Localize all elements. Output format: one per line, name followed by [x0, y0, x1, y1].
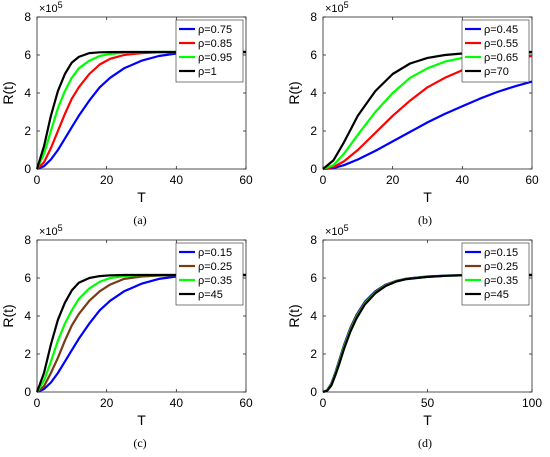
- legend-label-1: ρ=0.55: [484, 38, 518, 50]
- legend: ρ=0.45 ρ=0.55 ρ=0.65 ρ=70: [461, 19, 530, 83]
- y-tick-label: 6: [24, 271, 31, 285]
- y-multiplier: ×105: [325, 0, 349, 15]
- x-tick-label: 20: [100, 396, 114, 410]
- y-tick-label: 4: [310, 86, 317, 100]
- caption-c: (c): [133, 436, 146, 450]
- legend-label-3: ρ=45: [198, 289, 223, 301]
- legend-label-2: ρ=0.95: [198, 52, 232, 64]
- series-line-0: [322, 80, 533, 171]
- x-tick-label: 60: [239, 396, 253, 410]
- x-axis-label: T: [423, 412, 432, 428]
- y-tick-label: 0: [24, 162, 31, 176]
- legend: ρ=0.15 ρ=0.25 ρ=0.35 ρ=45: [175, 242, 244, 306]
- x-tick-label: 40: [456, 173, 470, 187]
- y-tick-label: 4: [310, 309, 317, 323]
- caption-b: (b): [418, 213, 432, 227]
- y-tick-label: 0: [310, 162, 317, 176]
- legend-label-2: ρ=0.65: [484, 52, 518, 64]
- legend-label-2: ρ=0.35: [198, 275, 232, 287]
- y-tick-label: 6: [310, 48, 317, 62]
- x-tick-label: 20: [100, 173, 114, 187]
- y-multiplier: ×105: [325, 223, 349, 238]
- legend-label-1: ρ=0.25: [484, 261, 518, 273]
- y-tick-label: 8: [310, 10, 317, 24]
- y-multiplier: ×105: [39, 0, 63, 15]
- y-tick-label: 2: [24, 347, 31, 361]
- x-tick-label: 100: [522, 396, 542, 410]
- y-tick-label: 4: [24, 86, 31, 100]
- y-tick-label: 2: [310, 347, 317, 361]
- legend: ρ=0.75 ρ=0.85 ρ=0.95 ρ=1: [175, 19, 244, 83]
- legend-label-0: ρ=0.15: [198, 247, 232, 259]
- x-axis-label: T: [423, 189, 432, 205]
- x-axis-label: T: [137, 412, 146, 428]
- panel-c: 0 20 40 6002468×105TR(t)ρ=0.15ρ=0.25ρ=0.35ρ…: [0, 223, 253, 428]
- y-tick-label: 8: [24, 233, 31, 247]
- x-tick-label: 60: [239, 173, 253, 187]
- y-multiplier: ×105: [39, 223, 63, 238]
- y-tick-label: 8: [24, 10, 31, 24]
- caption-d: (d): [418, 436, 432, 450]
- x-tick-label: 60: [525, 173, 539, 187]
- legend-label-0: ρ=0.45: [484, 24, 518, 36]
- y-axis-label: R(t): [286, 304, 302, 327]
- legend-label-1: ρ=0.25: [198, 261, 232, 273]
- y-tick-label: 8: [310, 233, 317, 247]
- y-tick-label: 0: [24, 385, 31, 399]
- y-tick-label: 6: [24, 48, 31, 62]
- panel-a: 0 20 40 6002468×105TR(t)ρ=0.75ρ=0.85ρ=0.95ρ…: [0, 0, 253, 205]
- legend-label-0: ρ=0.15: [484, 247, 518, 259]
- legend-label-3: ρ=1: [198, 66, 217, 78]
- panel-b: 0 20 40 6002468×105TR(t)ρ=0.45ρ=0.55ρ=0.65ρ…: [286, 0, 539, 205]
- panel-d: 0 50 10002468×105TR(t)ρ=0.15ρ=0.25ρ=0.35ρ=…: [286, 223, 542, 428]
- y-tick-label: 4: [24, 309, 31, 323]
- x-tick-label: 20: [386, 173, 400, 187]
- x-axis-label: T: [137, 189, 146, 205]
- y-axis-label: R(t): [0, 81, 16, 104]
- x-tick-label: 40: [170, 173, 184, 187]
- x-tick-label: 40: [170, 396, 184, 410]
- x-tick-label: 0: [320, 396, 327, 410]
- x-tick-label: 0: [34, 173, 41, 187]
- legend-label-2: ρ=0.35: [484, 275, 518, 287]
- legend-label-0: ρ=0.75: [198, 24, 232, 36]
- legend-label-3: ρ=70: [484, 66, 509, 78]
- y-tick-label: 6: [310, 271, 317, 285]
- caption-a: (a): [133, 213, 146, 227]
- y-axis-label: R(t): [286, 81, 302, 104]
- x-tick-label: 0: [34, 396, 41, 410]
- x-tick-label: 50: [421, 396, 435, 410]
- y-axis-label: R(t): [0, 304, 16, 327]
- y-tick-label: 0: [310, 385, 317, 399]
- x-tick-label: 0: [320, 173, 327, 187]
- legend-label-1: ρ=0.85: [198, 38, 232, 50]
- y-tick-label: 2: [310, 124, 317, 138]
- legend-label-3: ρ=45: [484, 289, 509, 301]
- legend: ρ=0.15 ρ=0.25 ρ=0.35 ρ=45: [461, 242, 530, 306]
- y-tick-label: 2: [24, 124, 31, 138]
